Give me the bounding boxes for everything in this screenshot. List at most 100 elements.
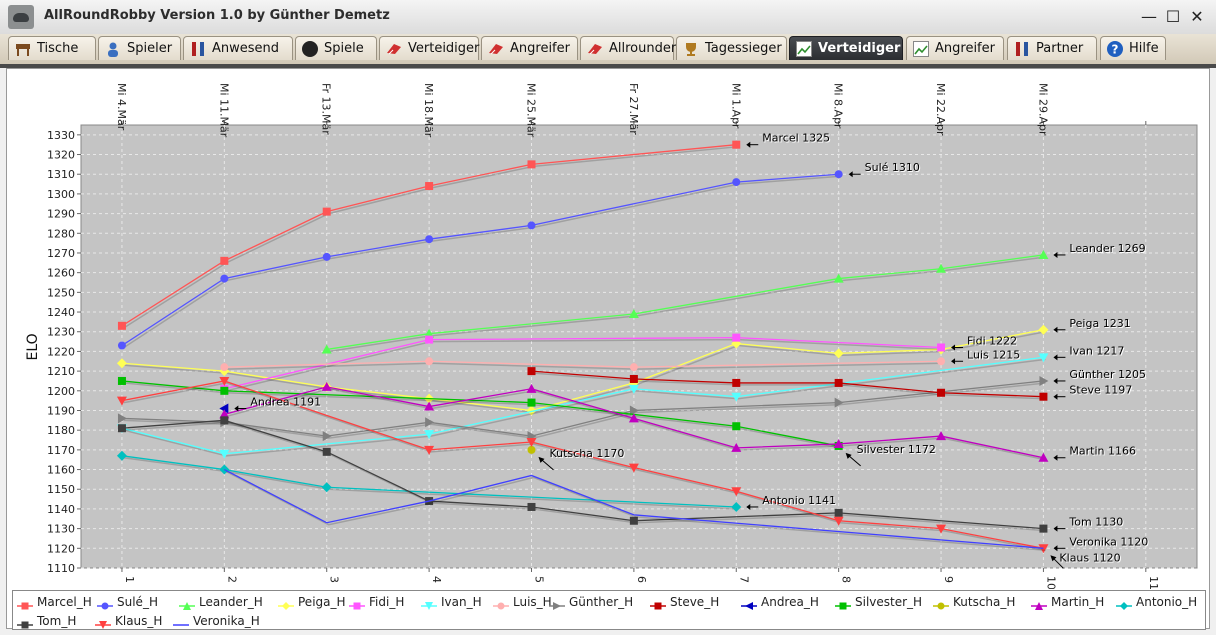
data-point-Fidi_H: [937, 343, 946, 352]
legend-marker-icon: [17, 617, 33, 628]
data-point-Martin_H: [731, 442, 742, 452]
data-point-Steve_H: [527, 367, 536, 376]
data-point-Luis_H: [425, 357, 434, 366]
tab-angreifer-5[interactable]: Angreifer: [481, 36, 578, 60]
minimize-button[interactable]: —: [1141, 7, 1157, 26]
maximize-button[interactable]: ☐: [1165, 7, 1181, 26]
y-tick-label: 1170: [47, 444, 75, 457]
data-point-Klaus_H: [526, 437, 537, 447]
ball-icon: [302, 40, 318, 57]
legend-item-Veronika_H[interactable]: Veronika_H: [173, 612, 260, 630]
legend-item-Silvester_H[interactable]: Silvester_H: [835, 593, 922, 611]
chart-legend: Marcel_H Sulé_H Leander_H Peiga_H Fidi_H Ivan…: [12, 590, 1206, 630]
y-tick-label: 1300: [47, 188, 75, 201]
x-tick-label: 3: [328, 576, 341, 583]
data-point-Tom_H: [220, 416, 229, 425]
tab-partner-10[interactable]: Partner: [1007, 36, 1097, 60]
legend-item-Steve_H[interactable]: Steve_H: [650, 593, 719, 611]
x-tick-label: 11: [1147, 576, 1160, 589]
app-logo-icon: [8, 5, 34, 29]
present-icon: [190, 41, 206, 57]
annotation-arrowhead: [234, 405, 239, 412]
legend-label: Fidi_H: [369, 595, 405, 609]
tab-tische-0[interactable]: Tische: [8, 36, 96, 60]
series-shadow-Peiga_H: [123, 331, 1046, 414]
series-line-Peiga_H: [121, 329, 1044, 412]
annotation-shadow: Günther 1205: [1070, 369, 1147, 382]
legend-item-Antonio_H[interactable]: Antonio_H: [1116, 593, 1197, 611]
data-point-Steve_H: [1039, 392, 1048, 401]
data-point-Tom_H: [117, 424, 126, 433]
data-point-Marcel_H: [322, 207, 331, 216]
legend-item-Martin_H[interactable]: Martin_H: [1031, 593, 1104, 611]
y-tick-label: 1310: [47, 168, 75, 181]
legend-label: Leander_H: [199, 595, 263, 609]
series-shadow-Steve_H: [533, 372, 1046, 400]
tab-verteidiger-4[interactable]: Verteidiger: [379, 36, 479, 60]
data-point-Steve_H: [834, 378, 843, 387]
legend-item-Marcel_H[interactable]: Marcel_H: [17, 593, 92, 611]
series-shadow-Fidi_H: [226, 338, 944, 392]
annotation-label: Luis 1215: [967, 348, 1020, 361]
chart-icon: [913, 40, 929, 57]
annotation-label: Marcel 1325: [762, 132, 830, 145]
data-point-Peiga_H: [1038, 324, 1049, 335]
data-point-Günther_H: [322, 431, 332, 442]
data-point-Sulé_H: [220, 274, 229, 283]
legend-item-Luis_H[interactable]: Luis_H: [493, 593, 552, 611]
y-tick-label: 1190: [47, 404, 75, 417]
y-tick-label: 1160: [47, 464, 75, 477]
tab-angreifer-9[interactable]: Angreifer: [906, 36, 1004, 60]
data-point-Tom_H: [1039, 524, 1048, 533]
data-point-Günther_H: [117, 413, 127, 424]
y-tick-label: 1270: [47, 247, 75, 260]
annotation-label: Silvester 1172: [857, 443, 936, 456]
data-point-Klaus_H: [936, 524, 947, 534]
tab-label: Tagessieger: [705, 41, 782, 56]
tab-label: Verteidiger: [818, 41, 901, 56]
legend-item-Kutscha_H[interactable]: Kutscha_H: [933, 593, 1015, 611]
legend-item-Ivan_H[interactable]: Ivan_H: [421, 593, 482, 611]
series-line-Tom_H: [121, 419, 1044, 530]
annotation-label: Fidi 1222: [967, 334, 1017, 347]
legend-item-Peiga_H[interactable]: Peiga_H: [278, 593, 346, 611]
legend-item-Tom_H[interactable]: Tom_H: [17, 612, 76, 630]
tab-tagessieger-7[interactable]: Tagessieger: [676, 36, 787, 60]
close-button[interactable]: ✕: [1190, 7, 1204, 26]
tab-spiele-3[interactable]: Spiele: [295, 36, 377, 60]
legend-item-Fidi_H[interactable]: Fidi_H: [349, 593, 404, 611]
legend-label: Luis_H: [513, 595, 552, 609]
data-point-Leander_H: [424, 328, 435, 338]
data-point-Günther_H: [425, 417, 435, 428]
data-point-Klaus_H: [219, 376, 230, 386]
legend-label: Antonio_H: [1136, 595, 1198, 609]
tab-label: Spiele: [324, 41, 364, 56]
y-tick-label: 1280: [47, 227, 75, 240]
legend-marker-icon: [97, 598, 113, 609]
data-point-Peiga_H: [526, 405, 537, 416]
legend-item-Andrea_H[interactable]: Andrea_H: [741, 593, 819, 611]
legend-item-Leander_H[interactable]: Leander_H: [179, 593, 263, 611]
tab-allrounder-6[interactable]: Allrounder: [580, 36, 676, 60]
series-shadow-Luis_H: [226, 362, 944, 370]
tab-hilfe-11[interactable]: ? Hilfe: [1100, 36, 1166, 60]
legend-item-Klaus_H[interactable]: Klaus_H: [95, 612, 162, 630]
data-point-Tom_H: [527, 502, 536, 511]
data-point-Günther_H: [1039, 375, 1049, 386]
legend-item-Sulé_H[interactable]: Sulé_H: [97, 593, 158, 611]
data-point-Martin_H: [628, 413, 639, 423]
annotation-arrowhead: [951, 344, 956, 351]
legend-marker-icon: [95, 617, 111, 629]
annotation-label: Klaus 1120: [1059, 551, 1120, 564]
annotation-shadow: Luis 1215: [968, 349, 1021, 362]
series-shadow-Antonio_H: [123, 457, 739, 510]
tab-spieler-1[interactable]: Spieler: [98, 36, 181, 60]
annotation-shadow: Silvester 1172: [858, 444, 937, 457]
legend-marker-icon: [493, 598, 509, 609]
legend-item-Günther_H[interactable]: Günther_H: [549, 593, 633, 611]
legend-label: Kutscha_H: [953, 595, 1016, 609]
annotation-label: Leander 1269: [1069, 242, 1145, 255]
series-line-Ivan_H: [121, 356, 1044, 455]
tab-anwesend-2[interactable]: Anwesend: [183, 36, 293, 60]
tab-verteidiger-8[interactable]: Verteidiger: [789, 36, 903, 60]
